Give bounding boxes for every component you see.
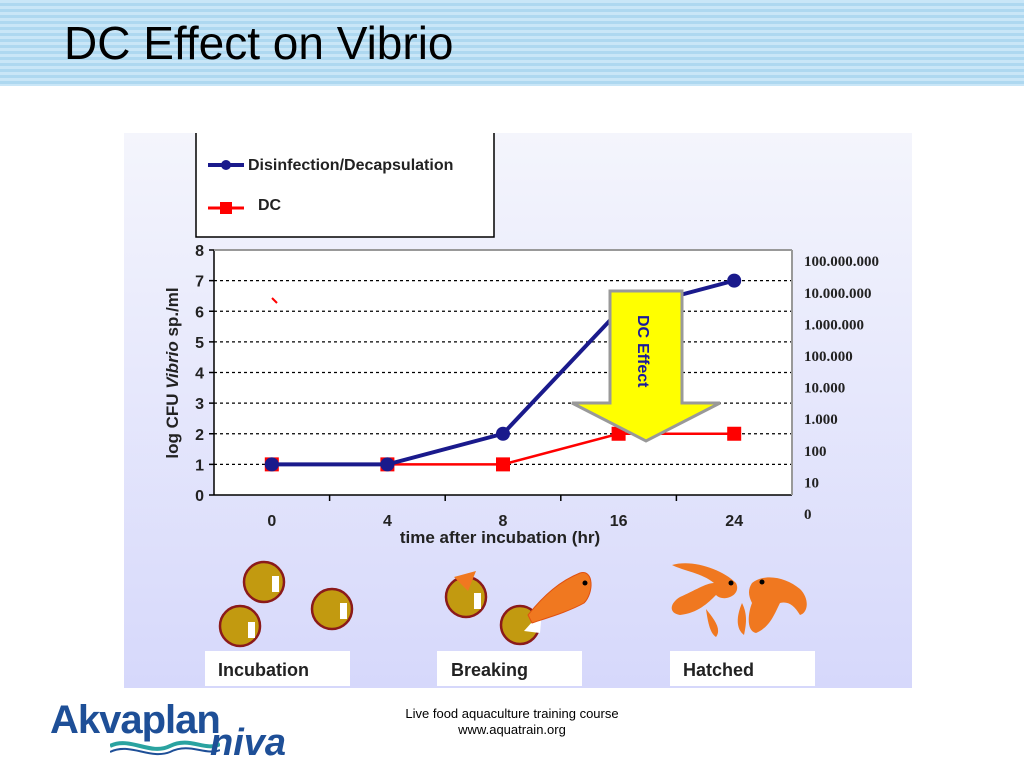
right-axis-label: 100.000 [804,349,853,365]
series-point-disinfection [264,457,279,472]
breaking-cyst-icon [499,572,592,646]
series-point-disinfection [496,426,510,441]
legend-marker-dc [220,202,232,214]
cyst-icon [310,587,354,631]
legend: Disinfection/Decapsulation DC [195,133,495,238]
arrow-label-dc: DC [634,315,651,339]
right-axis-label: 10 [804,475,819,491]
svg-text:Incubation: Incubation [218,660,309,680]
header-band [0,0,1024,86]
y-tick-label: 3 [195,396,204,413]
stage-breaking-illustration [444,571,592,646]
stage-label-breaking: Breaking [437,651,582,686]
cyst-icon [218,604,262,648]
breaking-cyst-icon [444,571,488,619]
stage-label-hatched: Hatched [670,651,815,686]
svg-text:Breaking: Breaking [451,660,528,680]
x-tick-label: 0 [267,513,276,530]
x-axis-label: time after incubation (hr) [400,528,600,547]
y-ticks: 0 1 2 3 4 5 6 7 8 [195,243,214,505]
legend-label-dc: DC [258,197,282,214]
y-tick-label: 4 [195,366,204,383]
logo-word-akvaplan: Akvaplan [50,698,221,742]
stage-hatched-illustration [671,563,807,637]
series-point-disinfection [727,273,742,288]
nauplius-icon [671,563,738,637]
footer-line-url: www.aquatrain.org [458,722,566,737]
svg-text:Hatched: Hatched [683,660,754,680]
series-point-dc [496,457,510,472]
akvaplan-niva-logo: Akvaplan niva [50,698,310,764]
series-point-disinfection [380,457,395,472]
dc-effect-arrow: DC Effect [571,289,721,443]
x-tick-label: 16 [610,513,628,530]
footer-text: Live food aquaculture training course ww… [372,706,652,738]
stage-incubation-illustration [218,560,354,648]
x-tick-label: 4 [383,513,392,530]
y-tick-label: 7 [195,274,204,291]
arrow-shape [571,289,721,443]
y-tick-label: 1 [195,457,204,474]
y-axis-label: log CFU Vibrio sp./ml [163,287,182,458]
legend-box [195,133,495,238]
chart: Disinfection/Decapsulation DC 0 1 2 3 4 5 6 7 8 … [163,133,879,686]
plot-area: 0 1 2 3 4 5 6 7 8 0 4 8 16 24 0 10 100 1.000 10.000 100.0… [195,243,879,530]
logo-word-niva: niva [210,722,287,764]
arrow-label-effect: Effect [634,343,651,388]
y-tick-label: 5 [195,335,204,352]
footer-line-course: Live food aquaculture training course [405,706,619,721]
x-tick-label: 24 [725,513,743,530]
stray-mark [271,297,278,304]
cyst-icon [242,560,286,604]
legend-marker-disinfection [221,160,231,170]
right-axis-label: 10.000 [804,381,845,397]
x-tick-label: 8 [499,513,508,530]
y-tick-label: 8 [195,243,204,260]
right-axis-label: 1.000.000 [804,317,864,333]
right-axis-label: 10.000.000 [804,286,872,302]
slide-title: DC Effect on Vibrio [64,17,454,69]
series-point-dc [727,426,742,441]
right-axis-label: 100.000.000 [804,254,879,270]
right-axis-labels: 0 10 100 1.000 10.000 100.000 1.000.000 10.000.… [804,254,879,523]
right-axis-label: 100 [804,444,827,460]
legend-label-disinfection: Disinfection/Decapsulation [248,157,453,174]
y-tick-label: 6 [195,304,204,321]
right-axis-label: 0 [804,507,812,523]
y-tick-label: 2 [195,427,204,444]
y-tick-label: 0 [195,488,204,505]
logo-wave-icon [110,740,220,756]
nauplius-icon [737,577,807,635]
right-axis-label: 1.000 [804,412,838,428]
x-ticks: 0 4 8 16 24 [267,495,743,530]
stage-label-incubation: Incubation [205,651,350,686]
